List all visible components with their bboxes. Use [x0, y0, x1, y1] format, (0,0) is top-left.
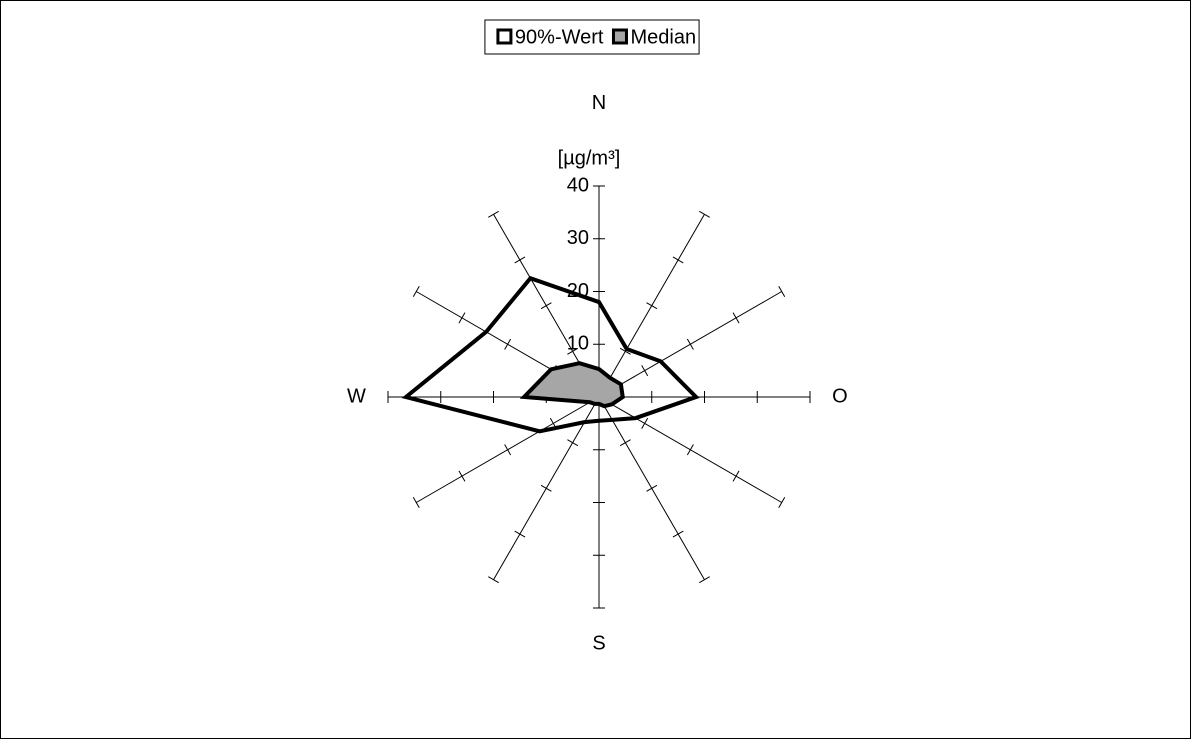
tick-mark — [567, 439, 579, 447]
tick-mark — [672, 256, 684, 264]
series-polygon — [401, 275, 700, 434]
legend: 90%-Wert Median — [484, 19, 700, 55]
tick-mark — [458, 312, 466, 324]
tick-mark — [732, 470, 740, 482]
axis-label: [µg/m³] — [558, 147, 621, 169]
tick-mark — [540, 302, 552, 310]
category-label: S — [592, 632, 605, 654]
category-label: W — [347, 385, 366, 407]
tick-mark — [488, 576, 499, 584]
series-polygon — [519, 361, 625, 409]
tick-mark — [514, 530, 526, 538]
tick-mark — [778, 497, 786, 508]
tick-mark — [641, 365, 649, 377]
tick-mark — [619, 439, 631, 447]
y-tick-label: 40 — [567, 174, 589, 196]
tick-mark — [778, 286, 786, 297]
tick-mark — [699, 576, 710, 584]
tick-mark — [646, 484, 658, 492]
tick-mark — [412, 286, 420, 297]
category-label: N — [592, 92, 606, 114]
tick-mark — [672, 530, 684, 538]
legend-swatch — [611, 28, 628, 45]
tick-mark — [540, 484, 552, 492]
legend-box — [484, 19, 700, 55]
tick-mark — [646, 302, 658, 310]
legend-label: 90%-Wert — [515, 26, 604, 48]
tick-mark — [412, 497, 420, 508]
tick-mark — [504, 444, 512, 456]
tick-mark — [504, 338, 512, 350]
tick-mark — [732, 312, 740, 324]
tick-mark — [686, 338, 694, 350]
tick-mark — [488, 210, 499, 218]
legend-label: Median — [630, 26, 696, 48]
tick-mark — [619, 347, 631, 355]
category-label: O — [832, 385, 848, 407]
tick-mark — [567, 347, 579, 355]
tick-mark — [641, 417, 649, 429]
tick-mark — [699, 210, 710, 218]
y-tick-label: 30 — [567, 227, 589, 249]
y-tick-label: 10 — [567, 333, 589, 355]
tick-mark — [458, 470, 466, 482]
legend-swatch — [496, 28, 513, 45]
tick-mark — [686, 444, 694, 456]
tick-mark — [514, 256, 526, 264]
